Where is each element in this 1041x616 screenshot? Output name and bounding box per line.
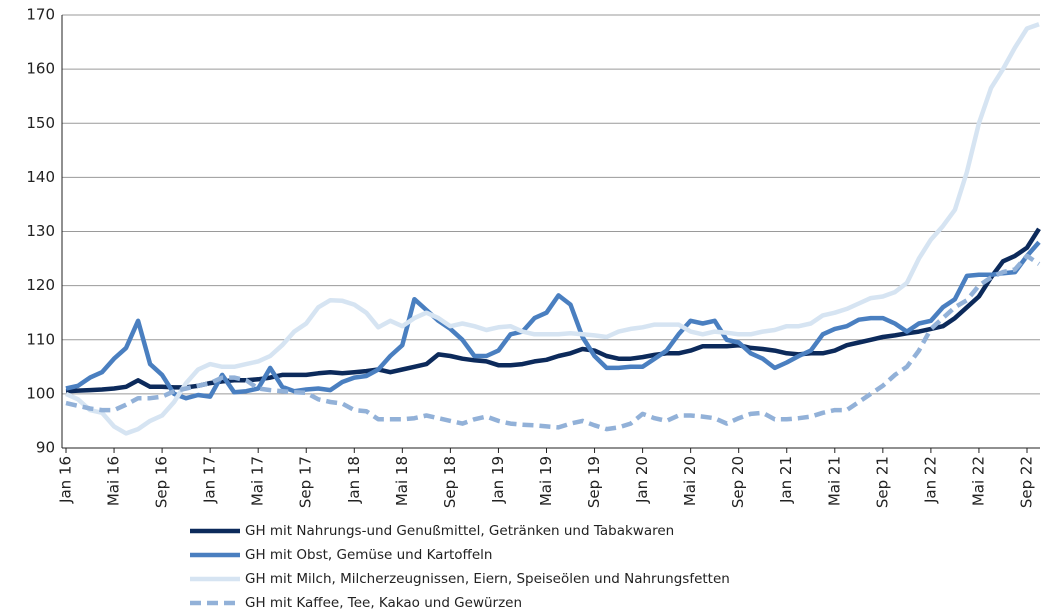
y-tick-label: 160: [26, 60, 55, 78]
y-tick-label: 90: [36, 439, 55, 457]
y-tick-label: 140: [26, 168, 55, 186]
x-tick-label: Sep 19: [585, 456, 603, 508]
y-tick-label: 120: [26, 276, 55, 294]
x-tick-label: Sep 17: [297, 456, 315, 508]
legend-label: GH mit Kaffee, Tee, Kakao und Gewürzen: [245, 595, 522, 611]
x-tick-label: Sep 20: [729, 456, 747, 508]
x-tick-label: Jan 19: [489, 456, 507, 504]
x-tick-label: Mai 21: [825, 456, 843, 506]
x-tick-label: Jan 17: [201, 456, 219, 504]
x-tick-label: Jan 20: [633, 456, 651, 504]
legend-label: GH mit Milch, Milcherzeugnissen, Eiern, …: [245, 571, 730, 587]
y-tick-label: 170: [26, 6, 55, 24]
x-tick-label: Sep 16: [153, 456, 171, 508]
x-tick-label: Mai 16: [105, 456, 123, 506]
x-tick-label: Mai 22: [969, 456, 987, 506]
series-line: [65, 240, 1041, 401]
x-tick-label: Mai 17: [249, 456, 267, 506]
x-tick-label: Jan 22: [921, 456, 939, 504]
x-tick-label: Mai 20: [681, 456, 699, 506]
x-tick-label: Mai 18: [393, 456, 411, 506]
x-tick-label: Sep 21: [873, 456, 891, 508]
x-tick-label: Mai 19: [537, 456, 555, 506]
series-line: [65, 253, 1041, 432]
x-tick-label: Jan 16: [57, 456, 75, 504]
legend-label: GH mit Obst, Gemüse und Kartoffeln: [245, 547, 492, 563]
series-line: [65, 227, 1041, 394]
legend-label: GH mit Nahrungs-und Genußmittel, Getränk…: [245, 523, 674, 539]
y-tick-label: 150: [26, 114, 55, 132]
x-tick-label: Sep 22: [1017, 456, 1035, 508]
x-tick-label: Jan 18: [345, 456, 363, 504]
x-tick-label: Jan 21: [777, 456, 795, 504]
y-tick-label: 100: [26, 384, 55, 402]
y-tick-label: 110: [26, 330, 55, 348]
series-line: [65, 22, 1040, 436]
y-tick-label: 130: [26, 222, 55, 240]
x-tick-label: Sep 18: [441, 456, 459, 508]
